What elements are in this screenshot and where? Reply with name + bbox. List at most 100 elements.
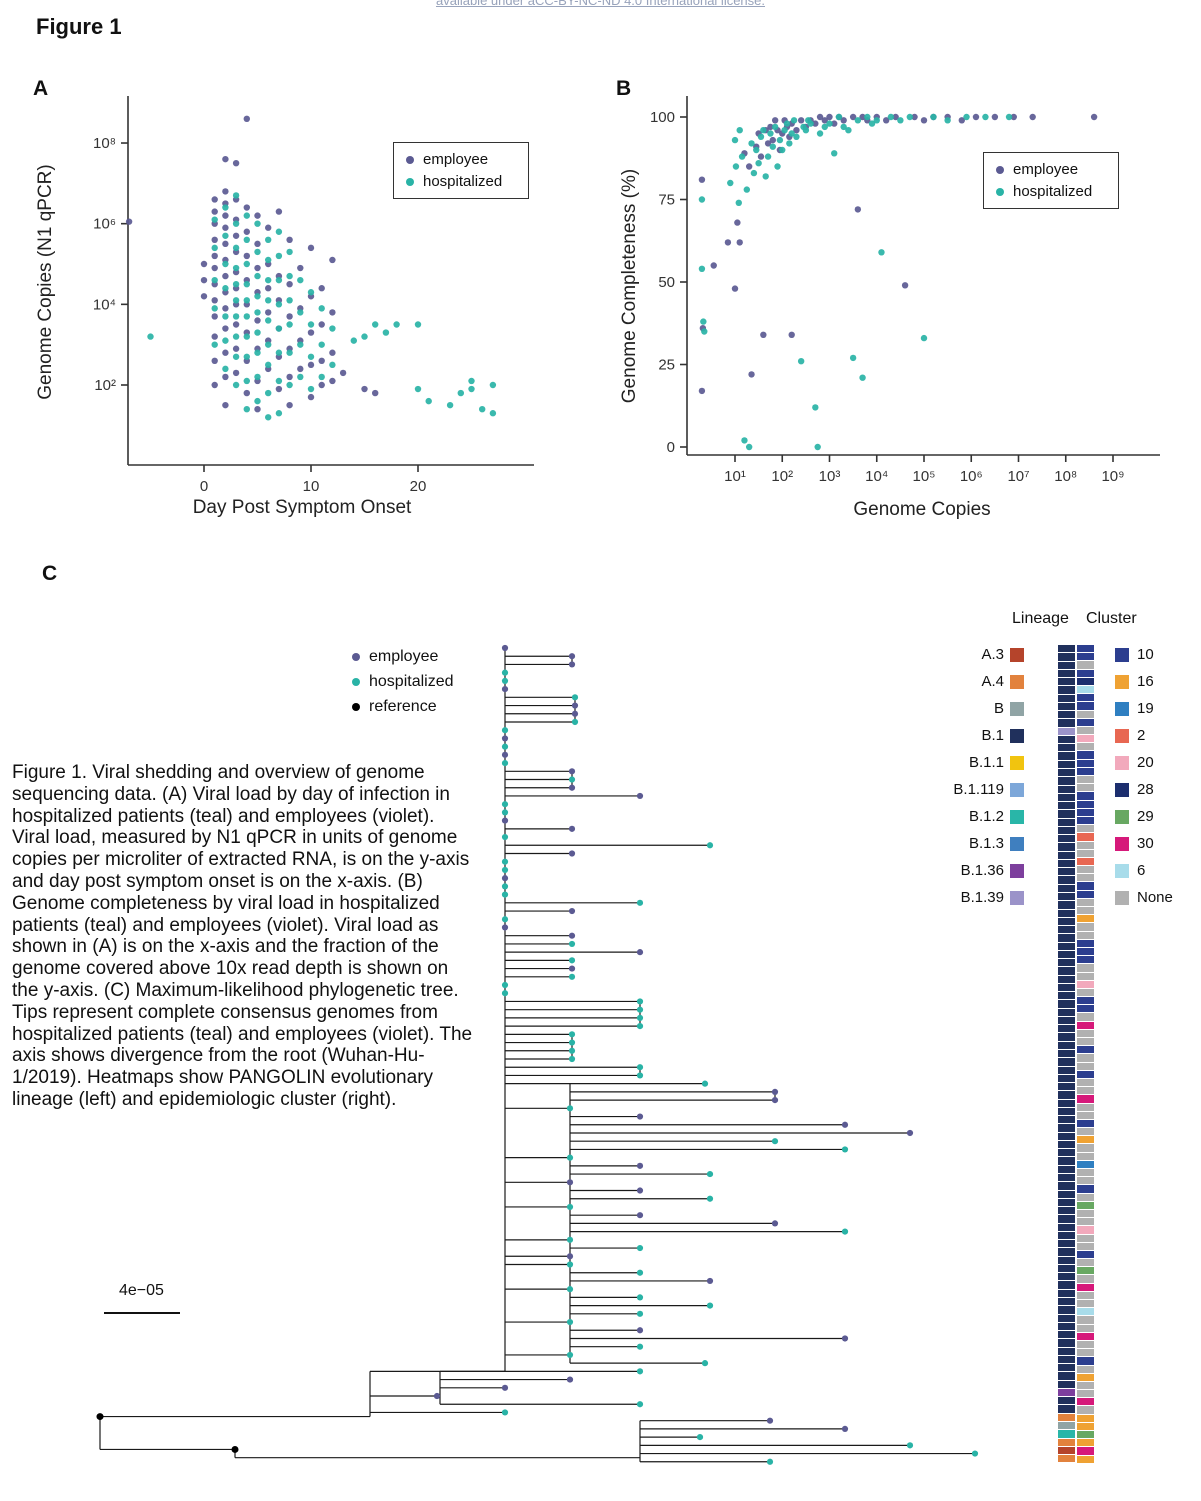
heatmap-cell	[1058, 1190, 1075, 1198]
data-point-hospitalized	[755, 160, 762, 167]
panel-a-label: A	[33, 77, 49, 100]
heatmap-cell	[1077, 1291, 1094, 1299]
data-point-employee	[222, 212, 229, 219]
tree-tip	[636, 998, 644, 1005]
data-point-employee	[958, 117, 965, 124]
tree-tip	[568, 661, 576, 668]
data-point-hospitalized	[748, 140, 755, 147]
lineage-swatch	[1010, 728, 1024, 743]
lineage-legend-item: B.1	[928, 722, 1024, 749]
heatmap-cell	[1058, 975, 1075, 983]
data-point-hospitalized	[275, 301, 283, 308]
data-point-hospitalized	[446, 401, 454, 409]
data-point-employee	[901, 282, 909, 289]
tree-tip	[501, 916, 509, 923]
tree-tip	[568, 1039, 576, 1046]
data-point-hospitalized	[297, 276, 304, 284]
data-point-hospitalized	[275, 377, 283, 385]
x-tick-label: 10¹	[724, 468, 746, 485]
tree-tip	[501, 990, 509, 997]
legend-label-hospitalized: hospitalized	[423, 173, 503, 190]
tree-tip	[571, 718, 579, 726]
data-point-employee	[265, 309, 272, 316]
data-point-hospitalized	[350, 337, 357, 344]
heatmap-cell	[1058, 1438, 1075, 1446]
heatmap-cell	[1077, 874, 1094, 882]
data-point-employee	[724, 239, 732, 246]
data-point-employee	[286, 313, 293, 320]
lineage-label: B	[993, 700, 1004, 717]
data-point-hospitalized	[479, 405, 486, 413]
data-point-employee	[731, 285, 739, 292]
data-point-hospitalized	[963, 113, 970, 121]
heatmap-cell	[1077, 702, 1094, 710]
heatmap-cell	[1058, 1397, 1075, 1405]
data-point-hospitalized	[361, 333, 368, 340]
heatmap-cell	[1058, 802, 1075, 810]
cluster-swatch	[1115, 701, 1129, 716]
tree-reference-tip	[96, 1413, 104, 1421]
heatmap-cell	[1077, 1070, 1094, 1078]
legend-label-hospitalized: hospitalized	[1013, 183, 1093, 200]
data-point-hospitalized	[735, 199, 742, 206]
cluster-swatch	[1115, 728, 1129, 743]
data-point-hospitalized	[840, 123, 847, 131]
tree-tip	[636, 1187, 644, 1194]
legend-row-reference: reference	[352, 698, 454, 716]
tree-tip	[501, 1384, 509, 1391]
heatmap-cell	[1077, 1218, 1094, 1226]
data-point-employee	[748, 371, 755, 378]
tree-tip	[841, 1121, 849, 1128]
tree-tip	[636, 1064, 644, 1071]
data-point-employee	[265, 224, 272, 231]
tree-tip	[636, 1014, 644, 1021]
heatmap-cell	[1077, 1144, 1094, 1152]
data-point-hospitalized	[393, 321, 400, 328]
heatmap-cell	[1077, 743, 1094, 751]
data-point-hospitalized	[489, 410, 497, 417]
employee-dot-icon	[352, 653, 360, 661]
data-point-hospitalized	[762, 173, 769, 180]
heatmap-cell	[1077, 833, 1094, 841]
data-point-hospitalized	[243, 333, 250, 340]
heatmap-cell	[1058, 1016, 1075, 1025]
data-point-employee	[329, 309, 336, 316]
data-point-hospitalized	[757, 133, 765, 140]
heatmap-cell	[1058, 1347, 1075, 1355]
heatmap-cell	[1058, 1388, 1075, 1397]
heatmap-cell	[1058, 1297, 1075, 1306]
heatmap-cell	[1077, 816, 1094, 825]
heatmap-cell	[1058, 1314, 1075, 1322]
heatmap-cell	[1058, 818, 1075, 826]
data-point-employee	[265, 285, 272, 292]
heatmap-cell	[1058, 702, 1075, 711]
data-point-employee	[211, 264, 218, 272]
data-point-employee	[243, 115, 250, 123]
data-point-hospitalized	[211, 244, 218, 252]
heatmap-cell	[1077, 890, 1094, 898]
data-point-hospitalized	[243, 405, 250, 413]
tree-tip	[501, 727, 509, 734]
lineage-legend-item: A.4	[928, 668, 1024, 695]
data-point-hospitalized	[944, 117, 951, 124]
lineage-label: B.1.3	[968, 835, 1004, 852]
heatmap-cell	[1077, 1169, 1094, 1177]
heatmap-cell	[1077, 1390, 1094, 1398]
heatmap-cell	[1058, 711, 1075, 719]
heatmap-cell	[1058, 1124, 1075, 1132]
heatmap-cell	[1058, 727, 1075, 735]
tree-tip	[566, 1286, 574, 1293]
tree-tip	[706, 842, 714, 849]
heatmap-cell	[1077, 857, 1094, 866]
tree-tip	[771, 1088, 779, 1095]
data-point-hospitalized	[254, 272, 261, 280]
cluster-legend-item: 6	[1115, 857, 1173, 884]
heatmap-cell	[1077, 1087, 1094, 1095]
data-point-employee	[254, 240, 261, 248]
heatmap-cell	[1077, 1340, 1094, 1349]
data-point-hospitalized	[286, 321, 293, 328]
heatmap-cell	[1077, 694, 1094, 702]
data-point-hospitalized	[147, 333, 154, 340]
data-point-hospitalized	[771, 123, 779, 131]
tree-tip	[566, 1253, 574, 1260]
